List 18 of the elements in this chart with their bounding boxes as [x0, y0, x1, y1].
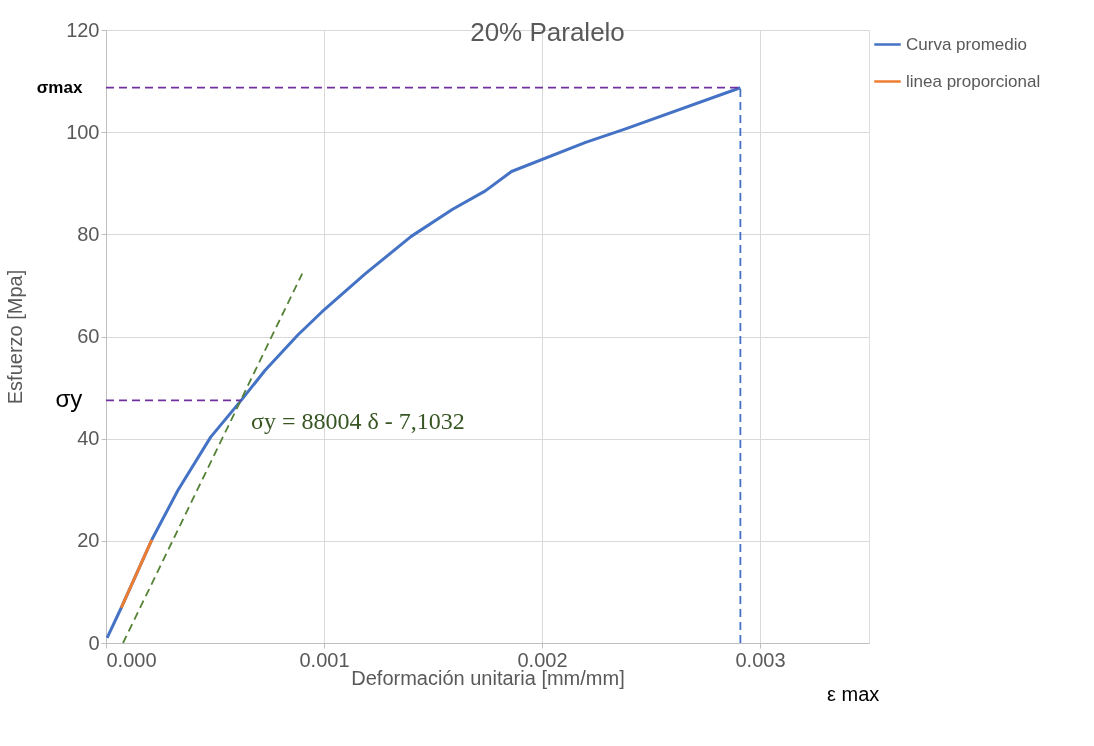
y-tick-label: 0 — [88, 631, 100, 654]
y-tick-label: 100 — [66, 120, 100, 143]
y-tick-label: 60 — [77, 325, 100, 347]
y-axis-title: Esfuerzo [Mpa] — [4, 269, 27, 405]
legend-label: Curva promedio — [906, 34, 1027, 54]
x-tick-label: 0.000 — [106, 648, 157, 671]
annotation: σy = 88004 δ - 7,1032 — [250, 408, 465, 435]
text: σmax — [36, 77, 83, 97]
chart-title: 20% Paralelo — [470, 17, 625, 47]
text: σy — [55, 385, 83, 413]
y-tick-label: 20 — [77, 529, 100, 552]
x-tick-label: 0.003 — [735, 648, 786, 671]
legend-label: linea proporcional — [906, 71, 1041, 91]
y-tick-label: 120 — [66, 18, 100, 41]
text: ε max — [827, 683, 880, 706]
x-tick-label: 0.001 — [299, 648, 350, 671]
y-tick-label: 40 — [77, 427, 100, 450]
y-tick-label: 80 — [77, 222, 100, 245]
